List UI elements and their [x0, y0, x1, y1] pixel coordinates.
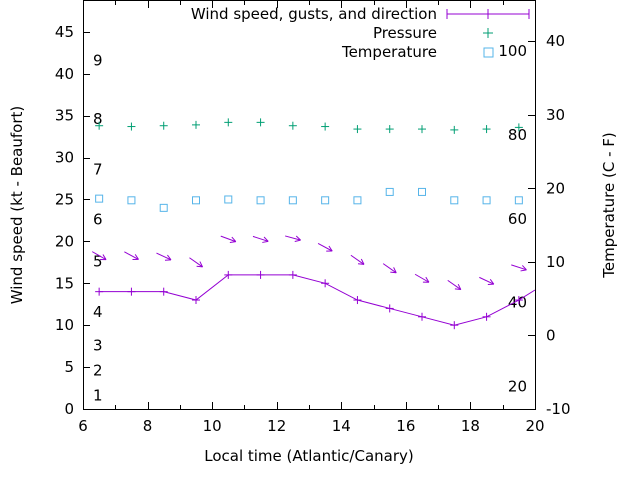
left-tick-label: 35 — [55, 107, 74, 125]
inner-right-scale-label: 100 — [498, 42, 527, 60]
beaufort-scale-label: 3 — [93, 336, 103, 354]
legend-row-pressure: Pressure — [191, 23, 530, 42]
left-axis-title: Wind speed (kt - Beaufort) — [8, 105, 26, 305]
x-tick-label: 16 — [396, 417, 415, 435]
x-tick-label: 20 — [525, 417, 544, 435]
wind-speed-series — [95, 270, 536, 330]
beaufort-scale-label: 5 — [93, 253, 103, 271]
legend-label-wind: Wind speed, gusts, and direction — [190, 4, 437, 23]
x-tick-label: 6 — [78, 417, 88, 435]
beaufort-scale-label: 6 — [93, 211, 103, 229]
left-tick-label: 45 — [55, 23, 74, 41]
right-tick-label: 30 — [546, 106, 565, 124]
legend-label-pressure: Pressure — [372, 23, 437, 42]
x-tick-label: 8 — [143, 417, 153, 435]
wind-direction-arrows — [91, 235, 527, 291]
left-tick-label: 20 — [55, 232, 74, 250]
x-tick-label: 14 — [332, 417, 351, 435]
legend-label-temperature: Temperature — [341, 42, 437, 61]
right-axis-title: Temperature (C - F) — [600, 132, 618, 278]
left-tick-label: 15 — [55, 274, 74, 292]
left-tick-label: 25 — [55, 190, 74, 208]
x-axis-title: Local time (Atlantic/Canary) — [204, 447, 414, 465]
left-tick-label: 5 — [64, 358, 74, 376]
left-tick-label: 40 — [55, 65, 74, 83]
beaufort-scale-label: 4 — [93, 303, 103, 321]
left-tick-label: 30 — [55, 149, 74, 167]
beaufort-scale-label: 7 — [93, 160, 103, 178]
beaufort-scale-label: 1 — [93, 387, 103, 405]
right-tick-label: 10 — [546, 253, 565, 271]
x-tick-label: 18 — [461, 417, 480, 435]
right-tick-label: 0 — [546, 326, 556, 344]
tick-labels: 6 8 10 12 14 16 18 20051015202530354045-1001020… — [55, 23, 571, 435]
legend: Wind speed, gusts, and direction Pressur… — [191, 4, 530, 61]
temperature-series — [95, 187, 523, 212]
wind-errorline-sample-icon — [446, 6, 530, 22]
x-tick-label: 10 — [203, 417, 222, 435]
pressure-series — [95, 118, 523, 134]
right-tick-label: 40 — [546, 32, 565, 50]
right-tick-label: -10 — [546, 400, 571, 418]
beaufort-scale-label: 2 — [93, 361, 103, 379]
axes-frame — [83, 0, 536, 410]
x-tick-label: 12 — [267, 417, 286, 435]
pressure-plus-sample-icon — [446, 25, 530, 41]
legend-row-wind: Wind speed, gusts, and direction — [191, 4, 530, 23]
right-tick-label: 20 — [546, 179, 565, 197]
legend-row-temperature: Temperature — [191, 42, 530, 61]
beaufort-scale-label: 8 — [93, 110, 103, 128]
inner-right-scale-label: 20 — [508, 377, 527, 395]
beaufort-scale-label: 9 — [93, 51, 103, 69]
inner-right-scale-label: 60 — [508, 210, 527, 228]
temperature-square-sample-icon — [446, 44, 530, 60]
inner-right-scale-label: 80 — [508, 126, 527, 144]
left-tick-label: 0 — [64, 400, 74, 418]
left-tick-label: 10 — [55, 316, 74, 334]
